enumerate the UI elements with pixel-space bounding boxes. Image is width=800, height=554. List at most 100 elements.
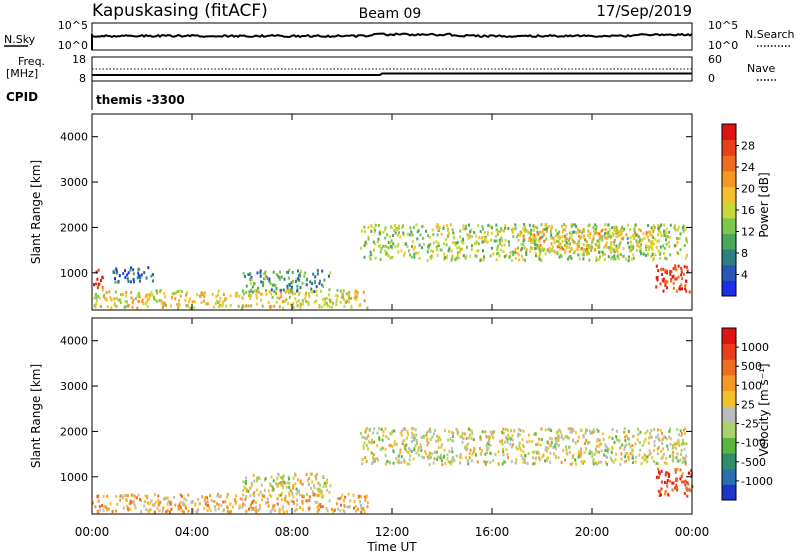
power-cell (214, 302, 217, 306)
velocity-cell (486, 447, 489, 451)
power-cell (364, 230, 367, 234)
velocity-cell (361, 435, 364, 439)
velocity-cell (645, 457, 648, 461)
power-cell (328, 298, 331, 302)
power-cell (322, 284, 325, 288)
velocity-cell (476, 460, 479, 464)
power-cell (250, 276, 253, 279)
velocity-cell (625, 434, 628, 438)
power-cell (289, 295, 291, 299)
power-cell (247, 304, 250, 308)
power-cell (268, 279, 271, 283)
power-cell (551, 247, 554, 251)
velocity-cell (624, 435, 627, 439)
velocity-cell (560, 434, 563, 437)
power-cell (355, 295, 358, 299)
power-cell (392, 242, 395, 246)
velocity-cell (497, 450, 500, 454)
power-cell (474, 254, 477, 258)
velocity-cell (568, 450, 571, 454)
velocity-cell (620, 452, 623, 456)
power-cell (662, 233, 665, 237)
velocity-cell (564, 458, 566, 462)
velocity-cell (421, 455, 424, 459)
power-cell (569, 255, 572, 258)
velocity-cell (499, 440, 502, 444)
velocity-cell (576, 439, 579, 443)
velocity-cell (567, 427, 570, 431)
power-colorbar-segment (722, 202, 736, 219)
power-cell (253, 282, 256, 286)
velocity-cell (621, 443, 624, 447)
power-cell (185, 293, 188, 296)
velocity-cell (646, 429, 649, 433)
velocity-cell (667, 475, 670, 478)
velocity-cell (187, 509, 190, 513)
velocity-cell (623, 427, 626, 430)
power-cell (540, 259, 543, 262)
power-cell (383, 228, 386, 232)
power-cell (613, 243, 616, 247)
velocity-cell (430, 452, 433, 456)
velocity-cell (456, 432, 459, 436)
velocity-cell (618, 439, 621, 443)
velocity-cell (281, 475, 284, 479)
velocity-cell (494, 452, 497, 456)
freq-right-tick-top: 60 (708, 53, 722, 66)
velocity-cell (285, 510, 288, 514)
power-cell (455, 241, 458, 245)
velocity-cell (625, 443, 628, 447)
velocity-cell (427, 429, 430, 433)
velocity-cell (361, 458, 364, 462)
velocity-cell (318, 487, 321, 491)
power-cell (136, 294, 139, 298)
velocity-cell (282, 505, 285, 509)
power-cell (469, 235, 472, 239)
velocity-cell (206, 496, 209, 500)
power-cell (364, 240, 367, 244)
velocity-cell (120, 494, 123, 498)
velocity-cell (629, 452, 632, 456)
power-cell (382, 230, 385, 234)
power-cell (484, 239, 487, 243)
power-cell (404, 242, 407, 246)
power-cell (155, 289, 158, 293)
velocity-cell (366, 505, 369, 509)
velocity-cell (684, 458, 687, 462)
x-axis-label: Time UT (366, 540, 417, 554)
power-cell (678, 237, 681, 240)
power-cell (686, 269, 689, 273)
velocity-cell (660, 487, 663, 491)
power-cell (302, 302, 305, 306)
power-cell (416, 237, 419, 241)
velocity-cell (253, 507, 256, 511)
velocity-cell (255, 510, 258, 514)
velocity-ytick-label: 1000 (60, 471, 88, 484)
velocity-cell (292, 484, 295, 488)
velocity-cell (579, 454, 582, 458)
power-cell (616, 250, 619, 253)
velocity-cell (631, 448, 634, 452)
velocity-cell (451, 450, 454, 454)
power-cell (629, 240, 632, 244)
velocity-cell (657, 437, 660, 441)
power-cell (649, 233, 652, 237)
power-colorbar-segment (722, 280, 736, 297)
velocity-cell (596, 450, 599, 454)
velocity-cell (101, 504, 103, 508)
power-cell (588, 223, 591, 227)
power-cell (164, 295, 167, 299)
power-cell (514, 223, 517, 227)
velocity-cell (594, 461, 597, 465)
power-cell (243, 292, 246, 296)
power-cell (315, 285, 318, 289)
velocity-cell (470, 429, 473, 433)
velocity-cell (684, 427, 687, 431)
velocity-cell (405, 443, 408, 447)
power-cell (304, 271, 307, 275)
power-cell (477, 242, 480, 246)
power-cell (653, 226, 656, 230)
power-cell (685, 279, 688, 283)
power-cell (249, 281, 252, 285)
velocity-cell (362, 444, 365, 448)
